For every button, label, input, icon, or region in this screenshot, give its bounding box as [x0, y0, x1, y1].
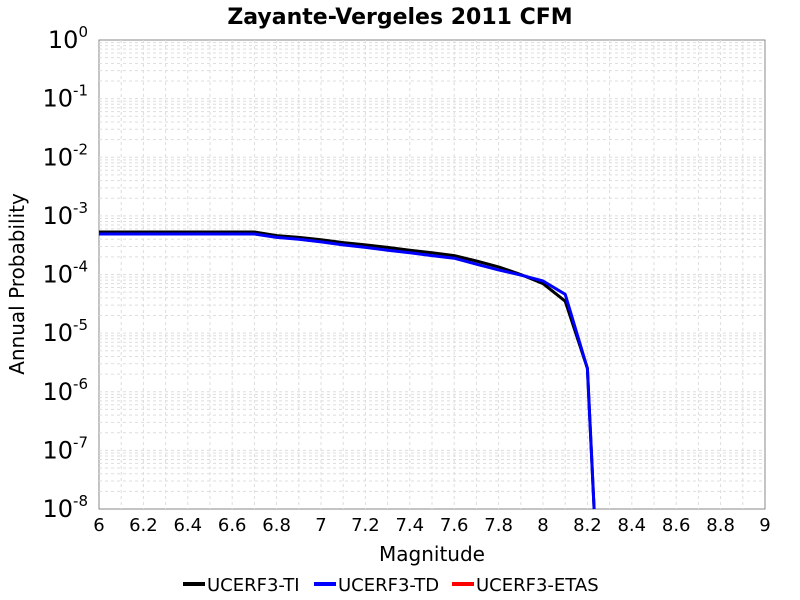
y-tick-label: 10-4: [42, 258, 88, 289]
x-tick-label: 7.6: [440, 515, 469, 536]
x-tick-label: 8.4: [617, 515, 646, 536]
y-tick-label: 10-7: [42, 433, 88, 464]
x-tick-label: 7.8: [484, 515, 513, 536]
x-tick-label: 8.6: [662, 515, 691, 536]
x-tick-label: 7.4: [395, 515, 424, 536]
x-tick-label: 6.4: [173, 515, 202, 536]
x-tick-label: 8: [537, 515, 548, 536]
x-tick-label: 8.2: [573, 515, 602, 536]
x-tick-label: 9: [759, 515, 770, 536]
x-tick-label: 7: [315, 515, 326, 536]
x-tick-label: 6: [93, 515, 104, 536]
x-tick-label: 7.2: [351, 515, 380, 536]
chart-title: Zayante-Vergeles 2011 CFM: [227, 5, 572, 30]
y-tick-label: 10-3: [42, 199, 88, 230]
y-tick-label: 10-8: [42, 492, 88, 523]
legend-label-ucerf3-ti: UCERF3-TI: [207, 575, 300, 596]
x-tick-label: 6.8: [262, 515, 291, 536]
y-tick-label: 100: [48, 23, 88, 54]
x-tick-label: 8.8: [706, 515, 735, 536]
y-tick-label: 10-1: [42, 82, 88, 113]
legend: UCERF3-TI UCERF3-TD UCERF3-ETAS: [183, 575, 599, 596]
x-tick-label: 6.6: [218, 515, 247, 536]
series-layer: [99, 230, 596, 510]
y-axis-label: Annual Probability: [5, 193, 29, 375]
y-tick-label: 10-6: [42, 375, 88, 406]
x-tick-labels: 6 6.2 6.4 6.6 6.8 7 7.2 7.4 7.6 7.8 8 8.2 8.4 8.6 8.8 9: [93, 515, 770, 536]
y-tick-labels: 100 10-1 10-2 10-3 10-4 10-5 10-6 10-7 10-8: [42, 23, 88, 523]
x-axis-label: Magnitude: [379, 542, 485, 566]
y-tick-label: 10-5: [42, 316, 88, 347]
series-line-ucerf3-td: [99, 232, 596, 510]
y-tick-label: 10-2: [42, 140, 88, 171]
x-tick-label: 6.2: [129, 515, 158, 536]
legend-label-ucerf3-td: UCERF3-TD: [338, 575, 439, 596]
legend-label-ucerf3-etas: UCERF3-ETAS: [476, 575, 599, 596]
